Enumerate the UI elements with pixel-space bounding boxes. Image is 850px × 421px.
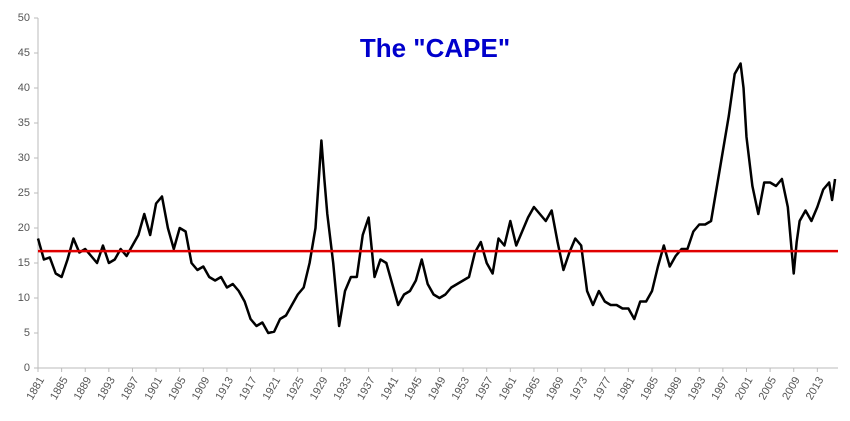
y-tick-label: 0 bbox=[24, 362, 30, 374]
x-tick-label: 1949 bbox=[426, 375, 449, 402]
x-tick-label: 2009 bbox=[780, 375, 803, 402]
x-tick-label: 1989 bbox=[662, 375, 685, 402]
x-tick-label: 1997 bbox=[709, 375, 732, 402]
x-tick-label: 1957 bbox=[473, 375, 496, 402]
y-tick-label: 35 bbox=[18, 117, 30, 129]
x-tick-label: 1969 bbox=[544, 375, 567, 402]
x-tick-label: 1881 bbox=[24, 375, 47, 402]
y-tick-label: 40 bbox=[18, 82, 30, 94]
y-tick-label: 15 bbox=[18, 257, 30, 269]
x-tick-label: 1945 bbox=[402, 375, 425, 402]
y-tick-label: 25 bbox=[18, 187, 30, 199]
x-tick-label: 1929 bbox=[308, 375, 331, 402]
x-tick-label: 1977 bbox=[591, 375, 614, 402]
x-tick-label: 1965 bbox=[520, 375, 543, 402]
x-tick-label: 1893 bbox=[95, 375, 118, 402]
y-tick-label: 20 bbox=[18, 222, 30, 234]
x-tick-label: 1921 bbox=[261, 375, 284, 402]
x-tick-label: 1889 bbox=[72, 375, 95, 402]
x-tick-label: 1901 bbox=[143, 375, 166, 402]
y-tick-label: 10 bbox=[18, 292, 30, 304]
y-tick-label: 30 bbox=[18, 152, 30, 164]
x-tick-label: 2001 bbox=[733, 375, 756, 402]
x-tick-label: 2005 bbox=[757, 375, 780, 402]
x-tick-label: 1933 bbox=[331, 375, 354, 402]
x-tick-label: 1909 bbox=[190, 375, 213, 402]
x-tick-label: 1993 bbox=[686, 375, 709, 402]
x-tick-label: 1985 bbox=[639, 375, 662, 402]
x-tick-label: 1961 bbox=[497, 375, 520, 402]
x-tick-label: 1973 bbox=[568, 375, 591, 402]
y-tick-label: 5 bbox=[24, 327, 30, 339]
data-line bbox=[36, 62, 837, 335]
chart-title: The "CAPE" bbox=[360, 33, 510, 63]
x-tick-label: 1913 bbox=[213, 375, 236, 402]
x-tick-label: 1953 bbox=[450, 375, 473, 402]
x-tick-label: 2013 bbox=[804, 375, 827, 402]
y-tick-label: 45 bbox=[18, 47, 30, 59]
x-tick-label: 1885 bbox=[48, 375, 71, 402]
x-tick-label: 1981 bbox=[615, 375, 638, 402]
x-tick-label: 1897 bbox=[119, 375, 142, 402]
x-tick-label: 1925 bbox=[284, 375, 307, 402]
x-tick-label: 1917 bbox=[237, 375, 260, 402]
x-tick-label: 1937 bbox=[355, 375, 378, 402]
x-tick-label: 1941 bbox=[379, 375, 402, 402]
y-tick-label: 50 bbox=[18, 12, 30, 24]
x-tick-label: 1905 bbox=[166, 375, 189, 402]
